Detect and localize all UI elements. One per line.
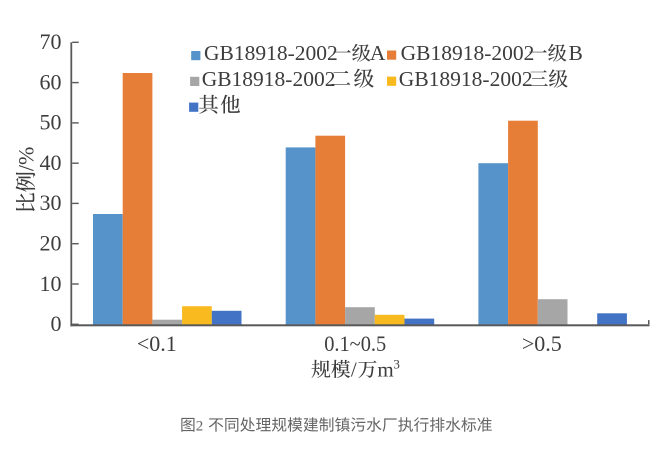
svg-text:20: 20 <box>40 231 62 256</box>
svg-text:3: 3 <box>393 357 400 372</box>
svg-text:/%: /% <box>14 147 39 171</box>
svg-text:B: B <box>569 41 583 65</box>
svg-text:/: / <box>351 357 357 381</box>
svg-text:2: 2 <box>196 419 204 435</box>
svg-text:GB18918-2002: GB18918-2002 <box>399 67 533 91</box>
svg-text:70: 70 <box>40 29 62 54</box>
svg-text:10: 10 <box>40 271 62 296</box>
svg-text:60: 60 <box>40 69 62 94</box>
svg-text:0.1~0.5: 0.1~0.5 <box>324 331 386 356</box>
svg-text:GB18918-2002: GB18918-2002 <box>202 67 336 91</box>
svg-text:0: 0 <box>51 311 62 336</box>
svg-text:A: A <box>370 41 386 65</box>
svg-text:GB18918-2002: GB18918-2002 <box>204 41 338 65</box>
svg-text:40: 40 <box>40 150 62 175</box>
svg-text:GB18918-2002: GB18918-2002 <box>401 41 535 65</box>
svg-text:m: m <box>377 357 393 381</box>
svg-text:>0.5: >0.5 <box>522 331 562 356</box>
svg-text:<0.1: <0.1 <box>137 331 177 356</box>
svg-text:30: 30 <box>40 190 62 215</box>
svg-text:50: 50 <box>40 110 62 135</box>
